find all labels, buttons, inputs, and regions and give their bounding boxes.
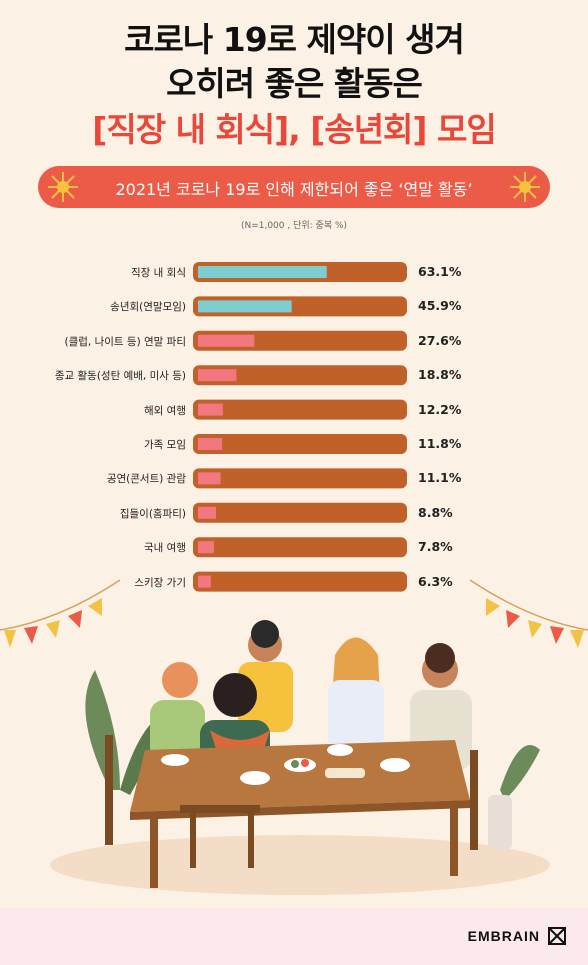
bar-chart: [193, 262, 407, 592]
category-label: 스키장 가기: [134, 576, 186, 589]
value-label: 45.9%: [418, 298, 462, 314]
bar: [198, 575, 211, 588]
party-illustration: [0, 579, 588, 895]
category-label: 종교 활동(성탄 예배, 미사 등): [54, 370, 186, 383]
category-label: 국내 여행: [144, 542, 186, 555]
title-line-1: 코로나 19로 제약이 생겨: [124, 20, 465, 59]
value-label: 6.3%: [418, 573, 453, 589]
bar: [198, 472, 221, 485]
category-label: (클럽, 나이트 등) 연말 파티: [64, 335, 186, 348]
value-label: 27.6%: [418, 332, 462, 348]
bar: [198, 438, 223, 450]
bar-track: [193, 468, 407, 489]
bar: [198, 403, 223, 416]
category-label: 해외 여행: [144, 404, 186, 417]
category-label: 송년회(연말모임): [110, 301, 186, 314]
bar: [198, 541, 214, 554]
category-label: 직장 내 회식: [131, 267, 186, 279]
value-label: 63.1%: [418, 264, 462, 279]
sparkle-icon: [48, 172, 78, 202]
sample-note: (N=1,000 , 단위: 중복 %): [240, 221, 348, 231]
title-line-3: [직장 내 회식], [송년회] 모임: [92, 110, 496, 149]
footer: EMBRAIN: [0, 908, 588, 965]
value-label: 7.8%: [418, 539, 453, 555]
sparkle-icon: [510, 172, 540, 202]
category-label: 공연(콘서트) 관람: [106, 473, 186, 486]
category-label: 집들이(홈파티): [119, 507, 186, 520]
value-label: 8.8%: [418, 504, 453, 520]
bar: [198, 506, 216, 519]
value-label: 12.2%: [418, 401, 462, 417]
title-line-2: 오히려 좋은 활동은: [166, 64, 423, 103]
bar: [198, 266, 327, 278]
subtitle-banner: 2021년 코로나 19로 인해 제한되어 좋은 ‘연말 활동’: [38, 166, 550, 208]
brand-logo: EMBRAIN: [467, 928, 540, 944]
value-label: 11.1%: [418, 470, 462, 486]
bar-track: [193, 537, 407, 558]
bar-track: [193, 399, 407, 420]
category-label: 가족 모임: [144, 439, 186, 451]
bar: [198, 334, 255, 347]
bar-track: [193, 434, 407, 454]
subtitle-text: 2021년 코로나 19로 인해 제한되어 좋은 ‘연말 활동’: [115, 180, 473, 199]
bar-track: [193, 365, 407, 386]
value-label: 18.8%: [418, 367, 462, 383]
bar: [198, 300, 292, 313]
bar: [198, 369, 237, 382]
value-label: 11.8%: [418, 436, 462, 451]
bar-track: [193, 502, 407, 523]
brand-mark-icon: [548, 927, 566, 945]
bar-track: [193, 571, 407, 592]
